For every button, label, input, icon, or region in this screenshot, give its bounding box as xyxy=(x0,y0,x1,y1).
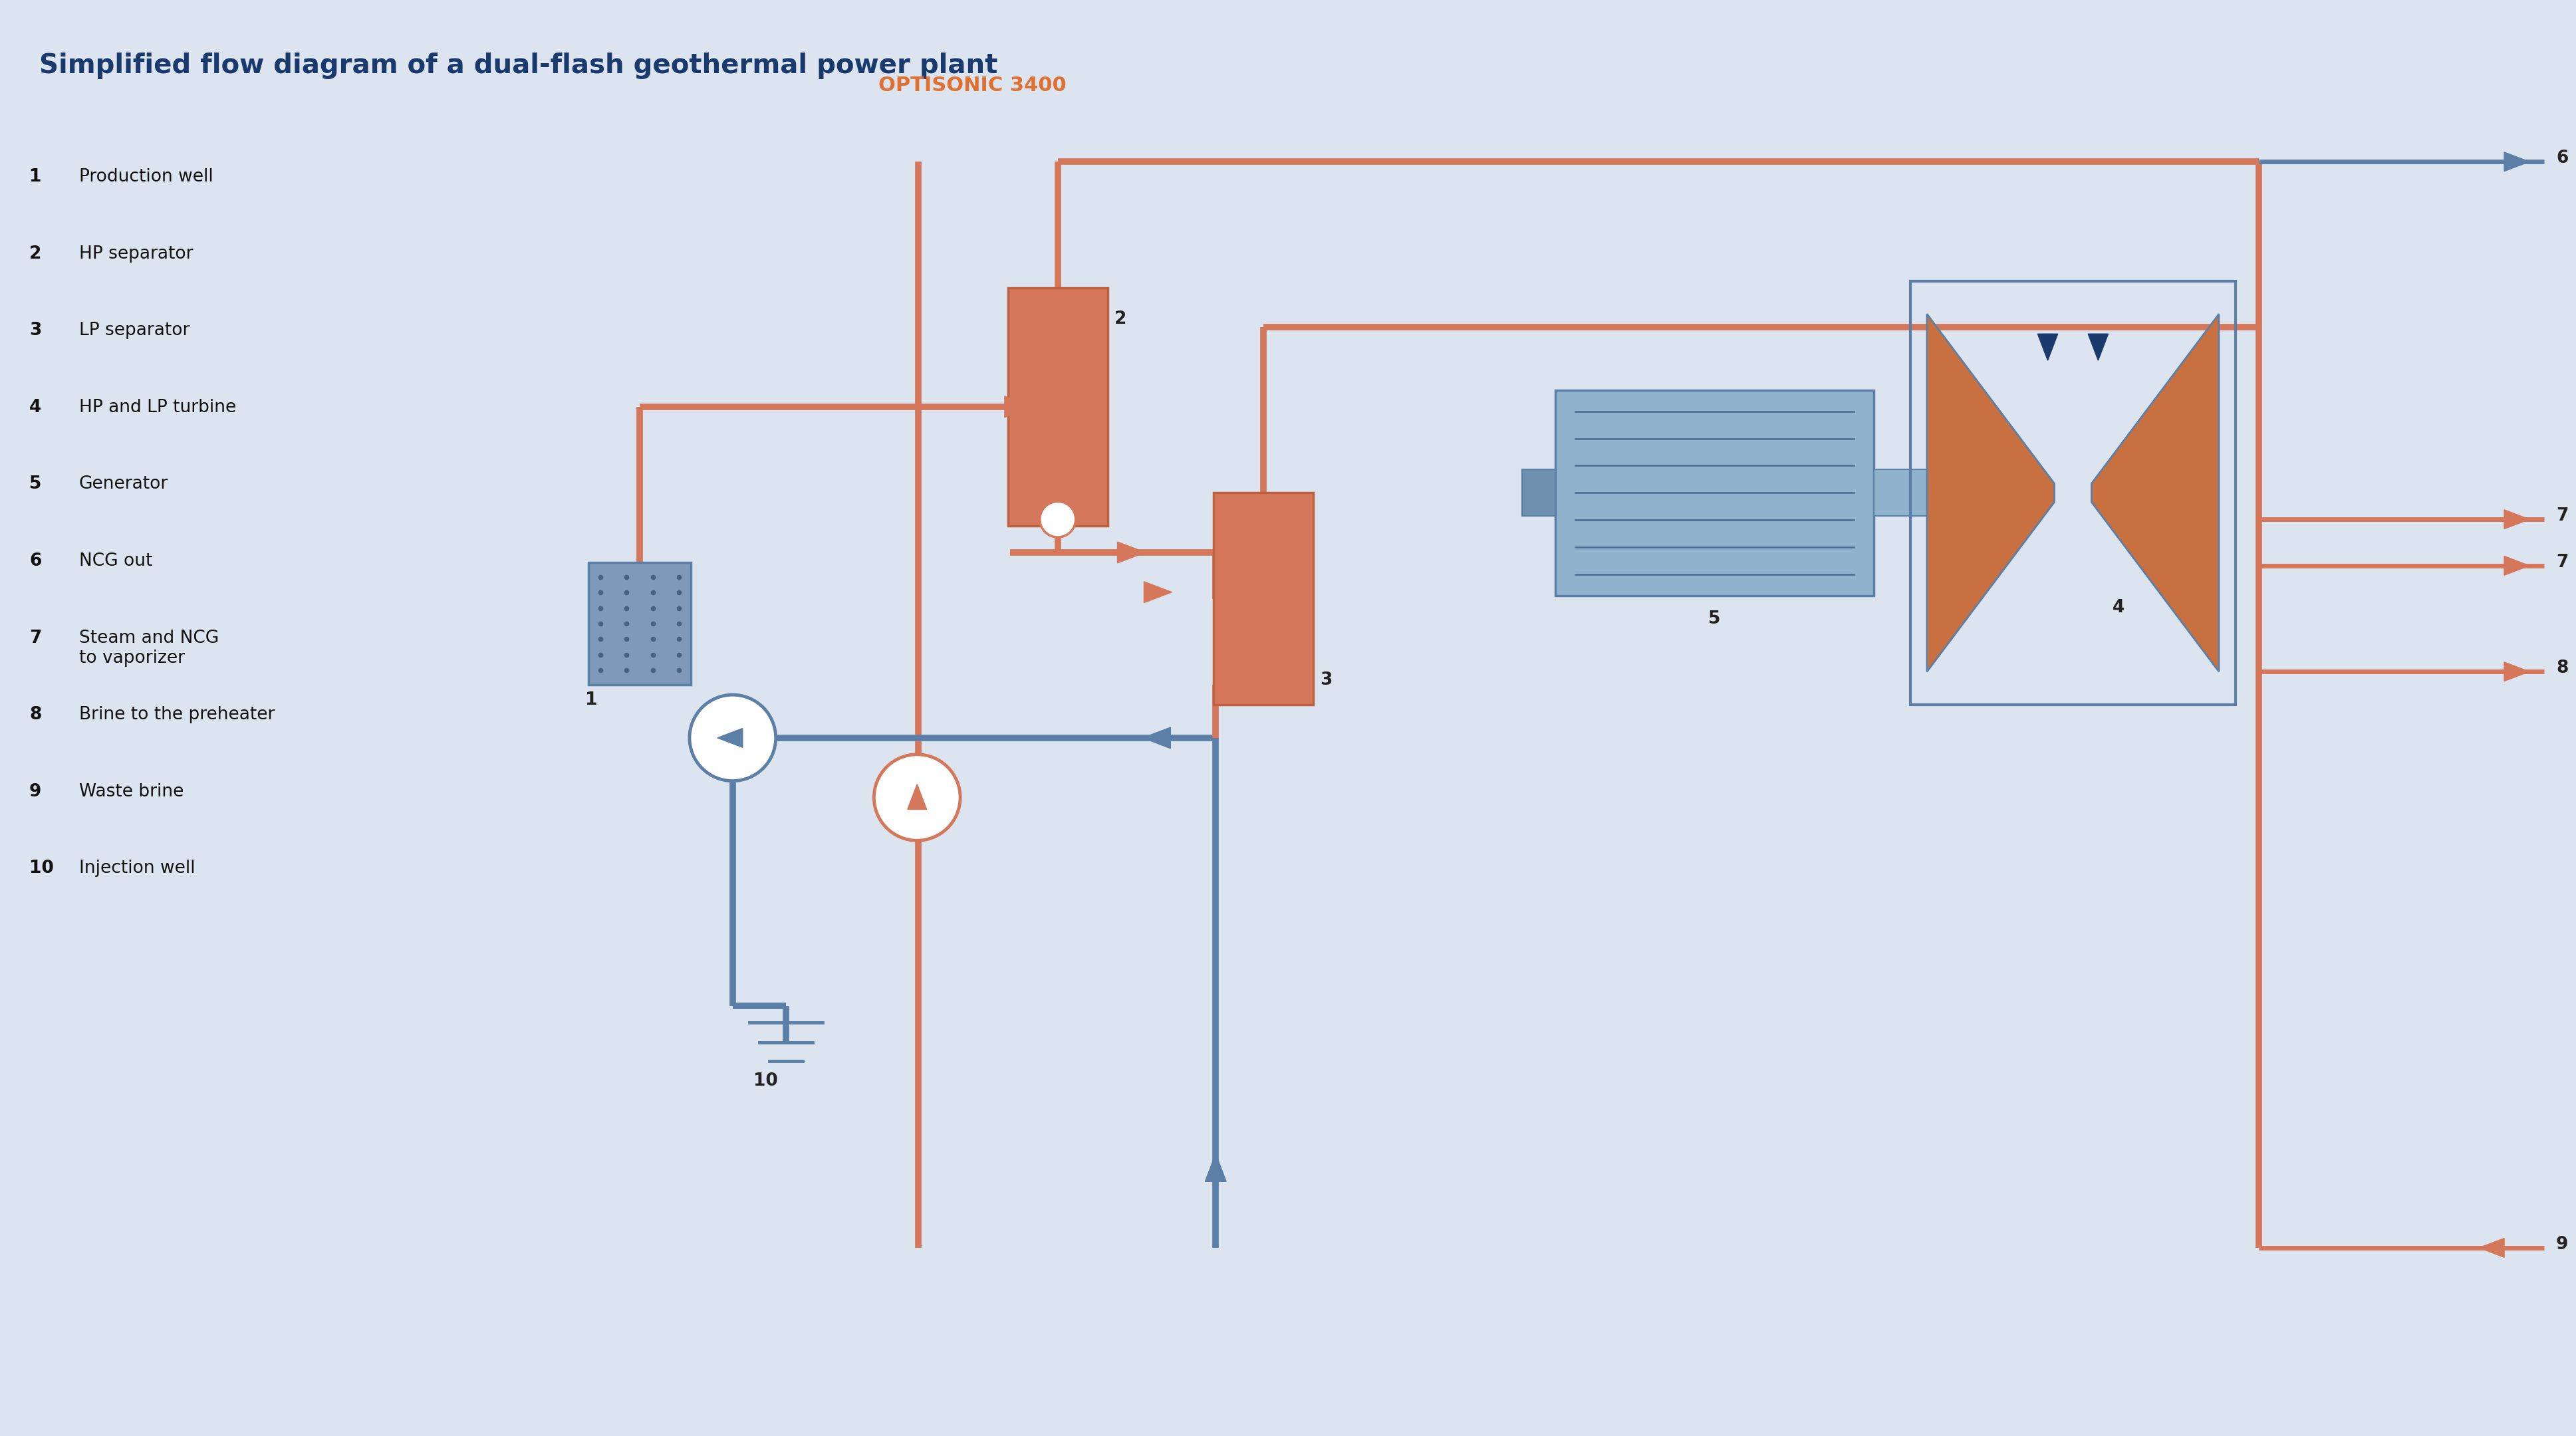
Polygon shape xyxy=(2089,335,2107,360)
Text: 2: 2 xyxy=(28,246,41,263)
Text: 1: 1 xyxy=(585,692,598,709)
Polygon shape xyxy=(1927,314,2056,672)
Text: 2: 2 xyxy=(1115,310,1126,327)
Text: 6: 6 xyxy=(28,553,41,570)
Text: Injection well: Injection well xyxy=(80,860,196,877)
Circle shape xyxy=(690,695,775,781)
FancyBboxPatch shape xyxy=(587,563,690,685)
Text: 7: 7 xyxy=(2555,507,2568,524)
Polygon shape xyxy=(2504,152,2530,171)
Circle shape xyxy=(1041,501,1077,537)
Text: 3: 3 xyxy=(1319,672,1332,689)
Text: 4: 4 xyxy=(2112,599,2125,616)
Text: 4: 4 xyxy=(28,399,41,416)
Text: Steam and NCG
to vaporizer: Steam and NCG to vaporizer xyxy=(80,629,219,666)
Text: 9: 9 xyxy=(2555,1236,2568,1254)
FancyBboxPatch shape xyxy=(1556,391,1873,596)
Circle shape xyxy=(873,754,961,840)
Text: LP separator: LP separator xyxy=(80,322,191,339)
FancyBboxPatch shape xyxy=(1213,493,1314,705)
Text: OPTISONIC 3400: OPTISONIC 3400 xyxy=(878,76,1066,95)
Text: NCG out: NCG out xyxy=(80,553,152,570)
Bar xyxy=(1522,470,1556,516)
Text: Waste brine: Waste brine xyxy=(80,783,183,800)
Text: 9: 9 xyxy=(28,783,41,800)
Polygon shape xyxy=(2092,314,2218,672)
Text: 6: 6 xyxy=(2555,149,2568,167)
Polygon shape xyxy=(907,784,927,810)
Polygon shape xyxy=(2504,662,2530,681)
Polygon shape xyxy=(2478,1238,2504,1258)
Text: 10: 10 xyxy=(28,860,54,877)
Polygon shape xyxy=(2038,335,2058,360)
Text: HP separator: HP separator xyxy=(80,246,193,263)
Text: Simplified flow diagram of a dual-flash geothermal power plant: Simplified flow diagram of a dual-flash … xyxy=(39,53,997,79)
Text: 5: 5 xyxy=(1708,610,1721,628)
Text: 8: 8 xyxy=(28,707,41,724)
Text: 1: 1 xyxy=(28,168,41,185)
Polygon shape xyxy=(2504,510,2530,528)
Text: Brine to the preheater: Brine to the preheater xyxy=(80,707,276,724)
Polygon shape xyxy=(716,728,742,747)
Text: Generator: Generator xyxy=(80,475,167,493)
FancyBboxPatch shape xyxy=(1007,287,1108,526)
Text: 5: 5 xyxy=(28,475,41,493)
Text: Production well: Production well xyxy=(80,168,214,185)
Text: 8: 8 xyxy=(2555,659,2568,676)
Text: 3: 3 xyxy=(28,322,41,339)
Bar xyxy=(1873,470,1981,516)
Polygon shape xyxy=(1144,582,1172,603)
Text: 7: 7 xyxy=(2555,554,2568,572)
Polygon shape xyxy=(1005,396,1033,418)
Polygon shape xyxy=(2504,556,2530,576)
Polygon shape xyxy=(1206,1153,1226,1182)
Text: 10: 10 xyxy=(755,1073,778,1090)
Polygon shape xyxy=(1118,541,1146,563)
Text: HP and LP turbine: HP and LP turbine xyxy=(80,399,237,416)
Text: 7: 7 xyxy=(28,629,41,646)
Polygon shape xyxy=(1144,727,1170,748)
